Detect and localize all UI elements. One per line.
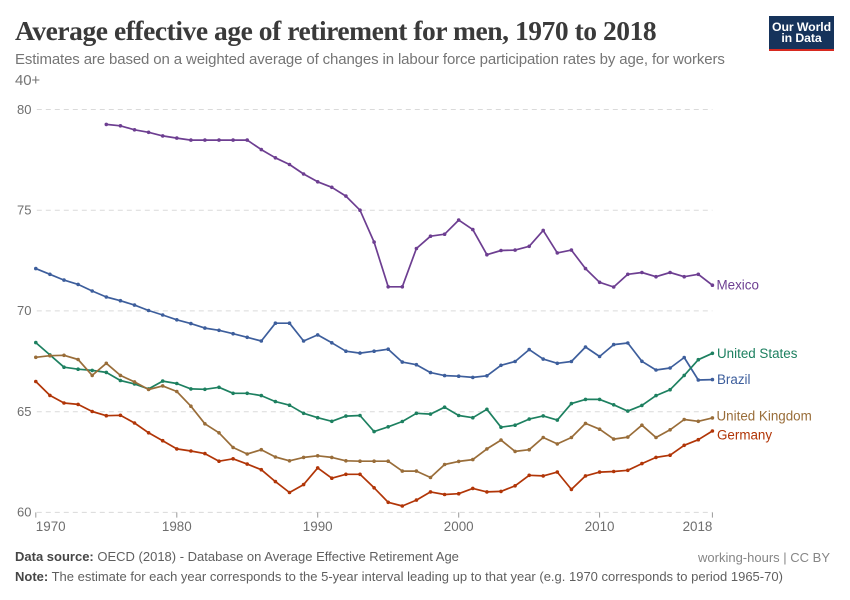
svg-text:1980: 1980 bbox=[162, 519, 192, 534]
svg-text:65: 65 bbox=[17, 404, 31, 419]
svg-text:Mexico: Mexico bbox=[717, 278, 759, 293]
svg-text:80: 80 bbox=[17, 102, 31, 117]
svg-text:60: 60 bbox=[17, 505, 31, 520]
svg-text:Germany: Germany bbox=[717, 428, 772, 443]
svg-text:2010: 2010 bbox=[585, 519, 615, 534]
svg-text:1970: 1970 bbox=[36, 519, 66, 534]
svg-text:United States: United States bbox=[717, 346, 798, 361]
svg-text:1990: 1990 bbox=[303, 519, 333, 534]
svg-text:70: 70 bbox=[17, 303, 31, 318]
svg-text:2000: 2000 bbox=[444, 519, 474, 534]
svg-text:2018: 2018 bbox=[683, 519, 713, 534]
svg-text:Brazil: Brazil bbox=[717, 372, 751, 387]
svg-text:75: 75 bbox=[17, 203, 31, 218]
svg-text:United Kingdom: United Kingdom bbox=[717, 408, 812, 423]
